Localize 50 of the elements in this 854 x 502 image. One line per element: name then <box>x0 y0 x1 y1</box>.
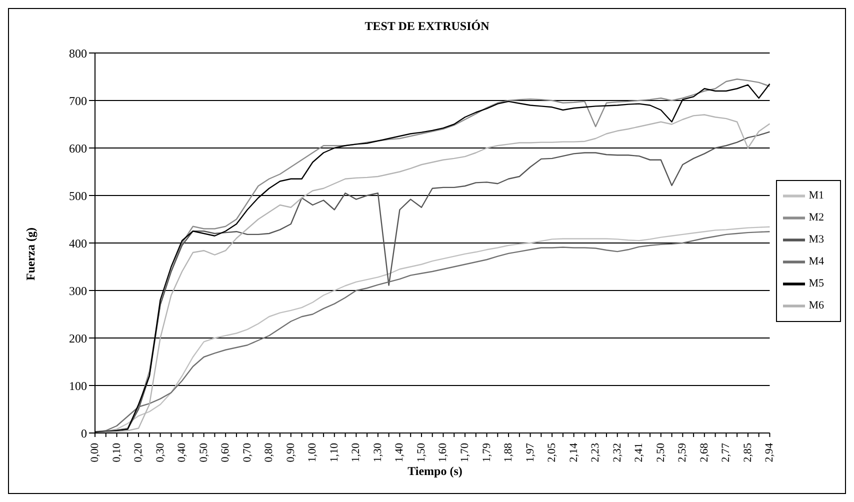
x-tick-label: 1,20 <box>350 442 362 462</box>
x-tick-label: 2,85 <box>742 442 754 462</box>
x-tick-label: 1,79 <box>480 442 493 462</box>
x-tick-label: 1,40 <box>394 442 406 462</box>
x-tick-label: 0,10 <box>110 442 123 462</box>
x-tick-label: 2,68 <box>698 442 710 462</box>
y-tick-label: 100 <box>69 378 87 393</box>
x-tick-label: 2,77 <box>720 442 732 462</box>
y-tick-label: 700 <box>69 94 87 108</box>
legend-label: M1 <box>808 190 824 202</box>
x-tick-label: 2,32 <box>611 443 624 462</box>
y-tick-label: 0 <box>81 426 87 440</box>
x-axis-title: Tiempo (s) <box>406 464 464 479</box>
x-tick-label: 1,60 <box>437 442 450 462</box>
x-tick-label: 0,90 <box>284 442 297 462</box>
x-tick-label: 1,97 <box>524 442 536 462</box>
x-tick-label: 0,60 <box>220 442 232 462</box>
legend-label: M3 <box>808 234 824 246</box>
x-tick-label: 1,70 <box>459 442 472 462</box>
legend-label: M2 <box>808 212 824 224</box>
x-tick-label: 1,30 <box>372 442 384 462</box>
x-tick-label: 0,00 <box>89 442 101 462</box>
x-tick-label: 1,00 <box>306 442 319 462</box>
x-tick-label: 2,50 <box>654 442 667 462</box>
legend-label: M5 <box>808 278 824 290</box>
x-tick-label: 0,50 <box>198 442 210 462</box>
x-tick-label: 0,80 <box>263 442 276 462</box>
y-tick-label: 200 <box>69 331 87 346</box>
y-axis-title: Fuerza (g) <box>24 228 38 280</box>
x-tick-label: 2,59 <box>676 442 689 462</box>
y-tick-label: 400 <box>69 236 87 250</box>
x-tick-label: 2,14 <box>568 442 580 462</box>
x-tick-label: 2,41 <box>633 443 646 462</box>
x-tick-label: 1,10 <box>328 442 340 462</box>
x-tick-label: 0,20 <box>132 442 145 462</box>
x-tick-label: 1,88 <box>502 442 515 462</box>
x-tick-label: 0,40 <box>176 442 188 462</box>
y-tick-label: 300 <box>69 284 87 298</box>
x-tick-label: 2,05 <box>546 442 558 462</box>
chart-title: TEST DE EXTRUSIÓN <box>364 19 490 34</box>
x-tick-label: 2,94 <box>764 442 776 462</box>
x-tick-label: 2,23 <box>590 442 602 462</box>
y-tick-label: 500 <box>69 188 87 203</box>
legend-label: M6 <box>808 300 824 312</box>
x-tick-label: 0,30 <box>154 442 166 462</box>
y-tick-label: 800 <box>69 46 87 60</box>
y-tick-label: 600 <box>69 141 87 156</box>
legend-label: M4 <box>808 256 824 268</box>
x-tick-label: 0,70 <box>241 442 254 462</box>
x-tick-label: 1,50 <box>415 442 428 462</box>
